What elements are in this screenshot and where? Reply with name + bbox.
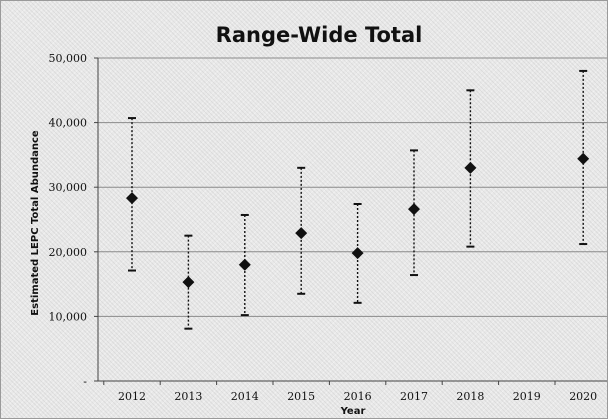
x-tick-label: 2013 xyxy=(174,390,202,403)
x-tick-label: 2018 xyxy=(456,390,484,403)
axes xyxy=(94,57,607,385)
y-tick-label: 10,000 xyxy=(49,310,88,323)
x-tick-label: 2015 xyxy=(287,390,315,403)
data-point xyxy=(577,152,590,165)
y-tick-labels: - 10,000 20,000 30,000 40,000 50,000 xyxy=(49,52,88,388)
x-tick-label: 2019 xyxy=(513,390,541,403)
data-point xyxy=(408,203,420,216)
x-axis-title: Year xyxy=(340,406,366,417)
x-tick-label: 2016 xyxy=(344,390,372,403)
x-tick-label: 2017 xyxy=(400,390,428,403)
gridlines xyxy=(98,57,607,317)
x-tick-label: 2020 xyxy=(569,390,597,403)
data-points xyxy=(126,152,590,289)
error-bars xyxy=(128,69,588,330)
data-point xyxy=(238,258,251,271)
y-tick-label: 40,000 xyxy=(49,117,88,130)
data-point xyxy=(295,227,308,240)
y-tick-label: 50,000 xyxy=(49,52,88,65)
x-tick-label: 2012 xyxy=(118,390,146,403)
x-tick-labels: 2012 2013 2014 2015 2016 2017 2018 2019 2020 xyxy=(118,390,597,403)
data-point xyxy=(351,247,364,260)
data-point xyxy=(464,161,477,174)
y-axis-title: Estimated LEPC Total Abundance xyxy=(30,130,41,316)
data-point xyxy=(126,192,138,205)
chart-title: Range-Wide Total xyxy=(216,23,423,47)
y-tick-label: - xyxy=(83,375,87,388)
y-tick-label: 20,000 xyxy=(49,246,88,259)
y-tick-label: 30,000 xyxy=(49,181,88,194)
data-point xyxy=(182,276,195,289)
x-tick-label: 2014 xyxy=(231,390,259,403)
